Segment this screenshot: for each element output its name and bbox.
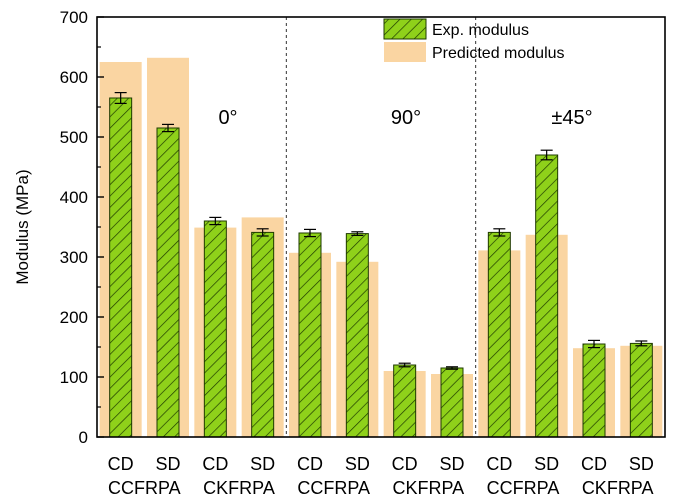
group-label: CKFRPA — [582, 478, 654, 498]
x-tick-label: SD — [155, 454, 180, 474]
experimental-bar — [393, 364, 417, 438]
section-label: 90° — [391, 107, 421, 129]
x-tick-label: SD — [250, 454, 275, 474]
experimental-bar — [156, 127, 180, 438]
x-tick-label: SD — [534, 454, 559, 474]
y-tick-label: 200 — [60, 308, 88, 327]
y-tick-label: 0 — [79, 428, 88, 447]
legend-swatch-pred — [384, 42, 426, 62]
experimental-bar — [203, 220, 227, 438]
group-label: CCFRPA — [108, 478, 181, 498]
x-tick-label: SD — [439, 454, 464, 474]
legend: Exp. modulus Predicted modulus — [383, 18, 565, 62]
experimental-bars — [109, 91, 653, 438]
x-tick-label: CD — [581, 454, 607, 474]
group-label: CCFRPA — [297, 478, 370, 498]
experimental-bar — [298, 232, 322, 438]
legend-label-pred: Predicted modulus — [432, 45, 565, 62]
x-tick-label: CD — [108, 454, 134, 474]
section-label: 0° — [218, 107, 237, 129]
experimental-bar — [440, 367, 464, 438]
experimental-bar — [109, 97, 133, 438]
legend-label-exp: Exp. modulus — [432, 22, 529, 39]
experimental-bar — [487, 231, 511, 438]
experimental-bar — [535, 154, 559, 438]
experimental-bar — [345, 233, 369, 438]
x-tick-label: SD — [629, 454, 654, 474]
x-tick-label: CD — [392, 454, 418, 474]
group-label: CCFRPA — [487, 478, 560, 498]
x-tick-label: SD — [345, 454, 370, 474]
group-label: CKFRPA — [203, 478, 275, 498]
experimental-bar — [582, 343, 606, 438]
y-tick-label: 400 — [60, 188, 88, 207]
legend-swatch-exp — [383, 18, 427, 40]
y-tick-label: 600 — [60, 68, 88, 87]
x-tick-label: CD — [297, 454, 323, 474]
experimental-bar — [629, 342, 653, 438]
y-tick-label: 700 — [60, 8, 88, 27]
labels: 0 100 200 300 400 500 600 700 Modulus (MPa) CD SD C… — [13, 8, 654, 498]
y-tick-label: 100 — [60, 368, 88, 387]
section-label: ±45° — [551, 107, 592, 129]
x-tick-label: CD — [486, 454, 512, 474]
y-axis-label: Modulus (MPa) — [13, 169, 32, 284]
x-tick-label: CD — [202, 454, 228, 474]
y-tick-label: 300 — [60, 248, 88, 267]
group-label: CKFRPA — [392, 478, 464, 498]
experimental-bar — [251, 231, 275, 438]
y-tick-label: 500 — [60, 128, 88, 147]
axes — [96, 16, 666, 438]
